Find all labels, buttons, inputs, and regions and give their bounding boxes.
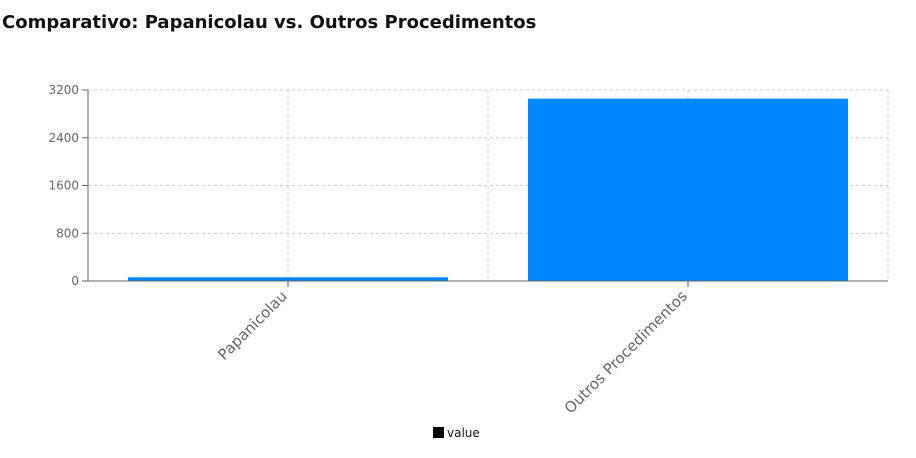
chart-title: Comparativo: Papanicolau vs. Outros Proc…: [2, 12, 537, 33]
y-axis: 0 800 1600 2400 3200: [48, 83, 89, 288]
y-tick-label: 0: [71, 274, 79, 288]
bars: [128, 98, 848, 281]
legend-label: value: [447, 426, 480, 440]
y-tick-label: 3200: [48, 83, 79, 97]
y-tick-label: 800: [56, 226, 79, 240]
x-tick-label: Outros Procedimentos: [561, 287, 691, 417]
y-tick-label: 2400: [48, 131, 79, 145]
legend: value: [433, 426, 480, 440]
x-axis: Papanicolau Outros Procedimentos: [88, 280, 888, 417]
bar[interactable]: [528, 98, 848, 281]
legend-swatch: [433, 427, 444, 438]
bar[interactable]: [128, 277, 448, 281]
x-tick-label: Papanicolau: [214, 287, 291, 364]
y-tick-label: 1600: [48, 179, 79, 193]
